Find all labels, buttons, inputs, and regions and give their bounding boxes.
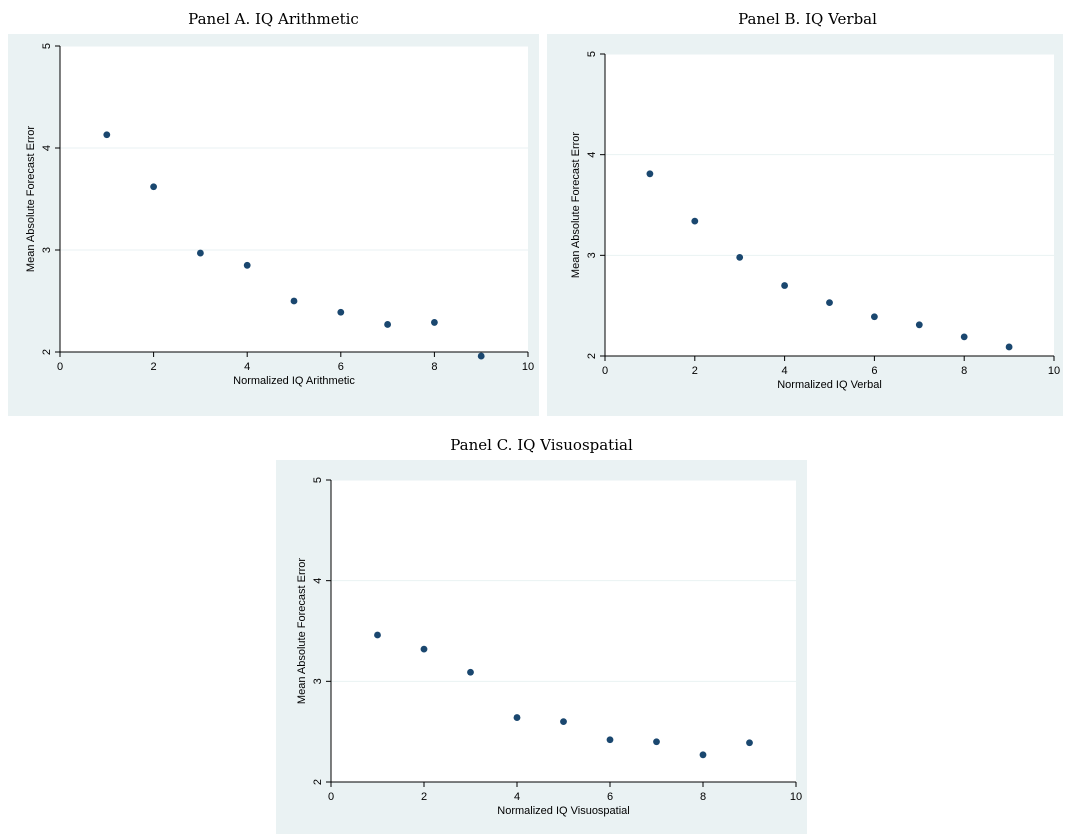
panel-c-y-tick-label: 3 [312, 678, 324, 684]
panel-b-plot-area [605, 54, 1054, 356]
panel-b-y-tick-label: 2 [586, 353, 598, 359]
panel-c-data-point [606, 736, 614, 744]
panel-c-x-tick-label: 0 [328, 791, 334, 803]
panel-c-x-tick-label: 6 [607, 791, 613, 803]
panel-c-x-tick-label: 8 [700, 791, 706, 803]
panel-a-data-point [337, 308, 345, 316]
panel-a-data-point [243, 261, 251, 269]
panel-a-data-point [150, 183, 158, 191]
panel-c-frame: 0 2 4 6 8 10 2 3 4 5 Normalized IQ Visuospatial Mea… [276, 460, 807, 834]
panel-a-y-tick-label: 4 [41, 145, 53, 151]
panel-b-x-tick-label: 2 [692, 365, 698, 377]
panel-a-data-point [431, 319, 438, 326]
panel-b-x-axis-label: Normalized IQ Verbal [777, 379, 882, 391]
panel-c-data-point [560, 718, 567, 725]
panel-a-data-point [477, 352, 485, 360]
panel-c-data-point [420, 645, 428, 653]
panel-b-frame: 0 2 4 6 8 10 2 3 4 5 Normalized IQ Verbal Mean Abso… [547, 34, 1063, 416]
panel-b-data-point [960, 333, 968, 341]
panel-b-x-tick-label: 8 [961, 365, 967, 377]
panel-b-title: Panel B. IQ Verbal [738, 10, 877, 28]
panel-b-y-tick-label: 4 [586, 152, 598, 158]
panel-a-data-point [103, 131, 111, 139]
panel-a-y-axis-label: Mean Absolute Forecast Error [25, 126, 37, 272]
panel-a-x-tick-label: 2 [151, 361, 157, 373]
panel-b-x-tick-label: 10 [1048, 365, 1060, 377]
panel-a-y-tick-label: 3 [41, 247, 53, 253]
panel-c-y-tick-label: 5 [312, 477, 324, 483]
panel-c-data-point [513, 714, 521, 721]
panel-c-data-point [374, 631, 381, 639]
panel-a-y-tick-label: 2 [41, 349, 53, 355]
panel-a-frame: 0 2 4 6 8 10 2 3 4 5 Normalized IQ Arithmetic Mean … [8, 34, 539, 416]
panel-b-data-point [691, 217, 699, 225]
panel-b-x-tick-label: 0 [602, 365, 608, 377]
panel-a-x-tick-label: 8 [431, 361, 437, 373]
panel-a-title: Panel A. IQ Arithmetic [188, 10, 359, 28]
panel-b-data-point [871, 313, 878, 321]
panel-c-data-point [699, 751, 707, 759]
panel-b-data-point [915, 321, 923, 329]
panel-a-y-tick-label: 5 [41, 43, 53, 49]
panel-b-data-point [781, 282, 788, 289]
panel-c-x-tick-label: 4 [514, 791, 520, 803]
panel-c-x-axis-label: Normalized IQ Visuospatial [497, 805, 629, 817]
panel-b-y-tick-label: 5 [586, 51, 598, 57]
panel-a-data-point [197, 249, 204, 257]
panel-c-data-point [467, 668, 474, 676]
panel-a-data-point [290, 297, 298, 305]
panel-b-y-axis-label: Mean Absolute Forecast Error [570, 132, 582, 278]
panel-c-data-point [746, 739, 753, 747]
panel-a-plot-area [60, 46, 528, 352]
panel-c-y-tick-label: 2 [312, 779, 324, 785]
panel-c-plot-area [331, 480, 796, 782]
panel-b-data-point [736, 253, 744, 261]
panel-c-y-tick-label: 4 [312, 578, 324, 584]
panel-b-y-tick-label: 3 [586, 252, 598, 258]
panel-a-x-tick-label: 6 [338, 361, 344, 373]
panel-b-data-point [1005, 343, 1013, 351]
panel-c-x-tick-label: 10 [790, 791, 802, 803]
panel-b-x-tick-label: 4 [782, 365, 788, 377]
panel-c-x-tick-label: 2 [421, 791, 427, 803]
panel-b-data-point [826, 299, 833, 307]
panel-c-title: Panel C. IQ Visuospatial [450, 436, 633, 454]
panel-a-x-tick-label: 0 [57, 361, 63, 373]
panel-a-x-axis-label: Normalized IQ Arithmetic [233, 375, 355, 387]
panel-b-x-tick-label: 6 [871, 365, 877, 377]
panel-c-data-point [653, 738, 660, 746]
panel-a-x-tick-label: 4 [244, 361, 250, 373]
panel-a-data-point [384, 321, 391, 328]
panel-b-data-point [646, 170, 654, 178]
panel-c-y-axis-label: Mean Absolute Forecast Error [296, 558, 308, 704]
panel-a-x-tick-label: 10 [522, 361, 534, 373]
